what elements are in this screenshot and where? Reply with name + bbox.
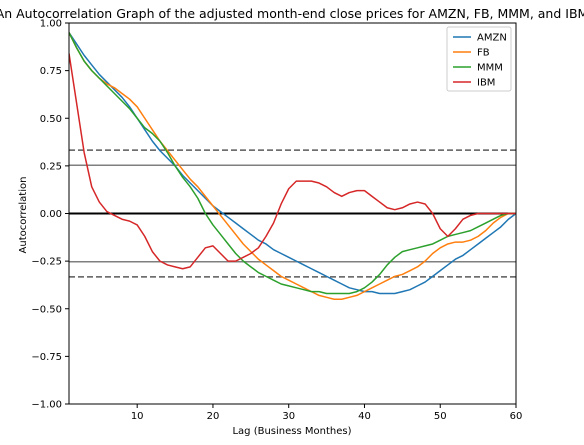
x-tick-label: 40 xyxy=(358,411,371,422)
y-tick-label: −0.75 xyxy=(31,352,62,363)
legend-box xyxy=(446,26,512,92)
y-tick-label: 0.25 xyxy=(40,161,62,172)
y-tick-label: 0.75 xyxy=(40,66,62,77)
series-line-amzn xyxy=(69,32,516,295)
y-tick-label: 0.00 xyxy=(40,209,62,220)
y-axis-label: Autocorrelation xyxy=(18,177,29,254)
y-tick-label: −1.00 xyxy=(31,400,62,411)
series-line-mmm xyxy=(69,32,516,295)
legend-label-amzn: AMZN xyxy=(477,33,507,44)
x-tick-label: 10 xyxy=(131,411,144,422)
series-line-fb xyxy=(69,32,516,300)
x-tick-label: 20 xyxy=(207,411,220,422)
x-tick-label: 30 xyxy=(282,411,295,422)
series-lines xyxy=(69,32,516,300)
legend-label-mmm: MMM xyxy=(477,63,503,74)
y-tick-label: −0.25 xyxy=(31,257,62,268)
legend-label-ibm: IBM xyxy=(477,78,495,89)
x-tick-label: 50 xyxy=(434,411,447,422)
legend-label-fb: FB xyxy=(477,48,490,59)
y-tick-label: 0.50 xyxy=(40,114,62,125)
series-line-ibm xyxy=(69,53,516,270)
y-tick-label: 1.00 xyxy=(40,19,62,30)
chart-title: An Autocorrelation Graph of the adjusted… xyxy=(0,6,584,21)
x-axis-label: Lag (Business Monthes) xyxy=(232,426,351,437)
x-tick-label: 60 xyxy=(510,411,523,422)
plot-area: −1.00 −0.75 −0.50 −0.25 0.00 0.25 0.50 0.75 1.00… xyxy=(31,19,522,423)
y-tick-label: −0.50 xyxy=(31,304,62,315)
